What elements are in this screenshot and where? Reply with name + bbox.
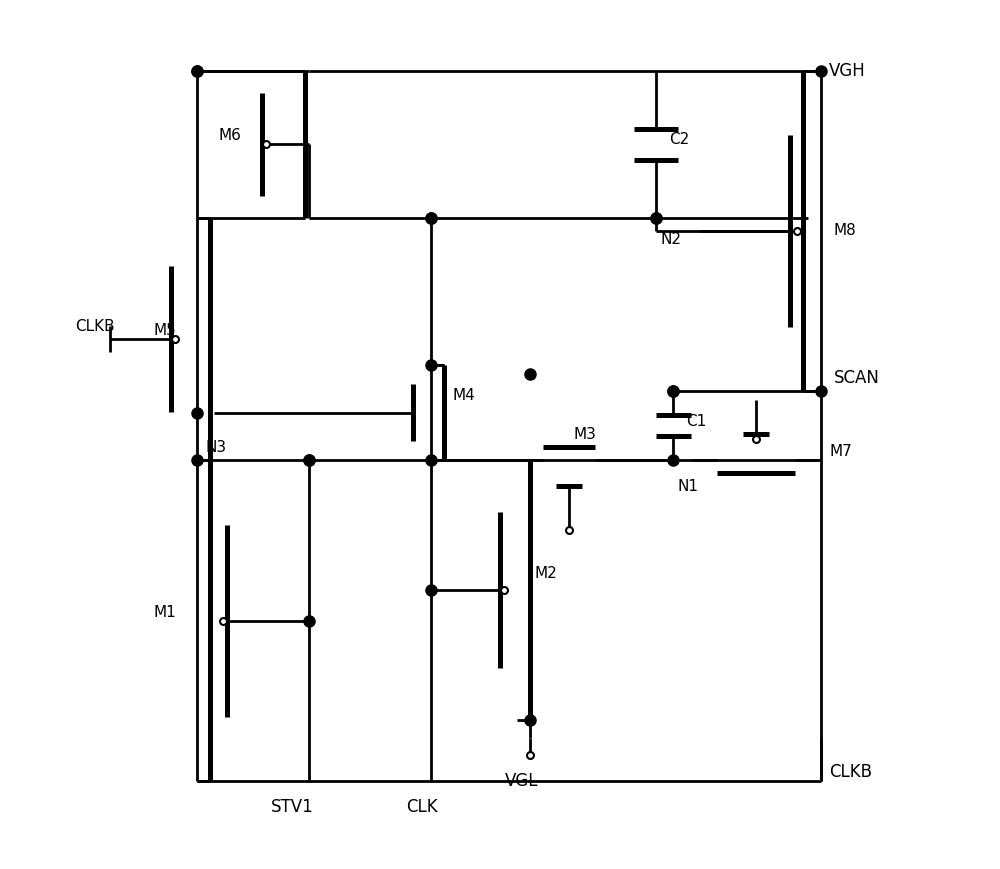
Text: M6: M6 [218,128,241,143]
Text: VGL: VGL [505,772,538,790]
Text: N1: N1 [678,479,699,494]
Text: STV1: STV1 [271,798,313,816]
Text: VGH: VGH [829,62,866,80]
Text: M2: M2 [535,566,557,580]
Text: CLKB: CLKB [76,319,115,334]
Text: N2: N2 [660,232,681,247]
Text: C2: C2 [669,132,689,148]
Text: M4: M4 [452,388,475,403]
Text: M7: M7 [829,444,852,460]
Text: N3: N3 [205,440,227,455]
Text: C1: C1 [686,414,706,429]
Text: M5: M5 [154,323,176,338]
Text: M3: M3 [574,427,597,442]
Text: M8: M8 [833,223,856,238]
Text: CLK: CLK [406,798,438,816]
Text: M1: M1 [154,605,176,620]
Text: SCAN: SCAN [833,369,879,388]
Text: CLKB: CLKB [829,763,872,781]
